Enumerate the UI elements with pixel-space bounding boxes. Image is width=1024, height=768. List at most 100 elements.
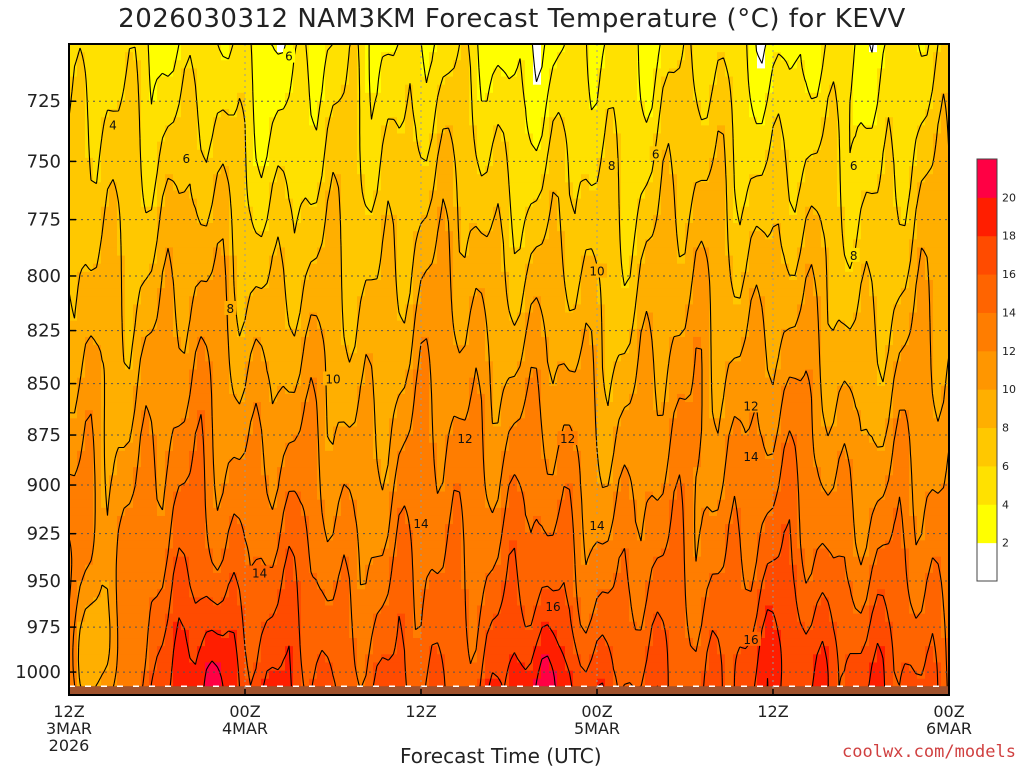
- temperature-cell: [77, 304, 86, 314]
- temperature-cell: [389, 589, 398, 598]
- temperature-cell: [325, 629, 334, 639]
- temperature-cell: [301, 524, 310, 533]
- temperature-cell: [405, 393, 414, 403]
- temperature-cell: [413, 157, 422, 167]
- temperature-cell: [349, 467, 358, 476]
- temperature-cell: [549, 621, 558, 631]
- temperature-cell: [133, 524, 142, 533]
- temperature-cell: [253, 556, 262, 566]
- temperature-cell: [469, 581, 478, 590]
- temperature-cell: [309, 288, 318, 297]
- temperature-cell: [485, 68, 494, 78]
- temperature-cell: [357, 507, 366, 517]
- temperature-cell: [453, 214, 462, 224]
- temperature-cell: [93, 206, 102, 216]
- temperature-cell: [69, 345, 78, 354]
- temperature-cell: [549, 361, 558, 371]
- temperature-cell: [493, 629, 502, 639]
- temperature-cell: [437, 434, 446, 444]
- temperature-cell: [173, 345, 182, 354]
- temperature-cell: [509, 532, 518, 541]
- temperature-cell: [525, 572, 534, 582]
- temperature-cell: [357, 239, 366, 249]
- temperature-cell: [213, 572, 222, 582]
- temperature-cell: [317, 336, 326, 346]
- temperature-cell: [149, 328, 158, 338]
- temperature-cell: [93, 670, 102, 680]
- temperature-cell: [389, 548, 398, 558]
- temperature-cell: [157, 670, 166, 680]
- temperature-cell: [141, 174, 150, 183]
- temperature-cell: [285, 198, 294, 208]
- temperature-cell: [157, 133, 166, 143]
- temperature-cell: [357, 564, 366, 574]
- temperature-cell: [229, 572, 238, 582]
- temperature-cell: [285, 361, 294, 371]
- temperature-cell: [253, 149, 262, 159]
- temperature-cell: [77, 459, 86, 468]
- temperature-cell: [69, 223, 78, 232]
- temperature-cell: [109, 483, 118, 493]
- temperature-cell: [117, 507, 126, 517]
- temperature-cell: [525, 304, 534, 314]
- temperature-cell: [301, 621, 310, 631]
- temperature-cell: [405, 629, 414, 639]
- temperature-cell: [165, 410, 174, 419]
- temperature-cell: [381, 467, 390, 476]
- temperature-cell: [181, 524, 190, 533]
- temperature-cell: [333, 190, 342, 200]
- temperature-cell: [101, 654, 110, 664]
- temperature-cell: [453, 288, 462, 297]
- temperature-cell: [317, 491, 326, 501]
- temperature-cell: [85, 524, 94, 533]
- temperature-cell: [229, 662, 238, 672]
- temperature-cell: [421, 393, 430, 403]
- temperature-cell: [181, 353, 190, 362]
- temperature-cell: [493, 589, 502, 598]
- temperature-cell: [445, 410, 454, 419]
- temperature-cell: [69, 491, 78, 501]
- temperature-cell: [413, 206, 422, 216]
- temperature-cell: [109, 548, 118, 558]
- temperature-cell: [557, 532, 566, 541]
- temperature-cell: [469, 605, 478, 615]
- temperature-cell: [357, 68, 366, 78]
- temperature-cell: [141, 336, 150, 346]
- temperature-cell: [269, 92, 278, 102]
- temperature-cell: [525, 84, 534, 94]
- temperature-cell: [445, 605, 454, 615]
- temperature-cell: [101, 125, 110, 135]
- temperature-cell: [101, 279, 110, 289]
- temperature-cell: [277, 434, 286, 444]
- temperature-cell: [285, 450, 294, 460]
- temperature-cell: [213, 515, 222, 525]
- temperature-cell: [85, 44, 94, 53]
- temperature-cell: [397, 336, 406, 346]
- temperature-cell: [565, 231, 574, 240]
- temperature-cell: [101, 320, 110, 330]
- temperature-cell: [69, 328, 78, 338]
- temperature-cell: [389, 361, 398, 371]
- temperature-cell: [197, 385, 206, 395]
- temperature-cell: [533, 662, 542, 672]
- temperature-cell: [437, 247, 446, 257]
- temperature-cell: [109, 402, 118, 411]
- temperature-cell: [69, 450, 78, 460]
- temperature-cell: [309, 426, 318, 436]
- temperature-cell: [69, 109, 78, 118]
- temperature-cell: [149, 467, 158, 476]
- temperature-cell: [309, 296, 318, 305]
- temperature-cell: [77, 125, 86, 135]
- temperature-cell: [213, 556, 222, 566]
- temperature-cell: [85, 410, 94, 419]
- temperature-cell: [413, 149, 422, 159]
- temperature-cell: [325, 499, 334, 509]
- temperature-cell: [301, 223, 310, 232]
- temperature-cell: [269, 296, 278, 305]
- temperature-cell: [149, 100, 158, 110]
- temperature-cell: [117, 190, 126, 200]
- temperature-cell: [357, 157, 366, 167]
- temperature-cell: [141, 361, 150, 371]
- temperature-cell: [397, 52, 406, 61]
- temperature-cell: [109, 320, 118, 330]
